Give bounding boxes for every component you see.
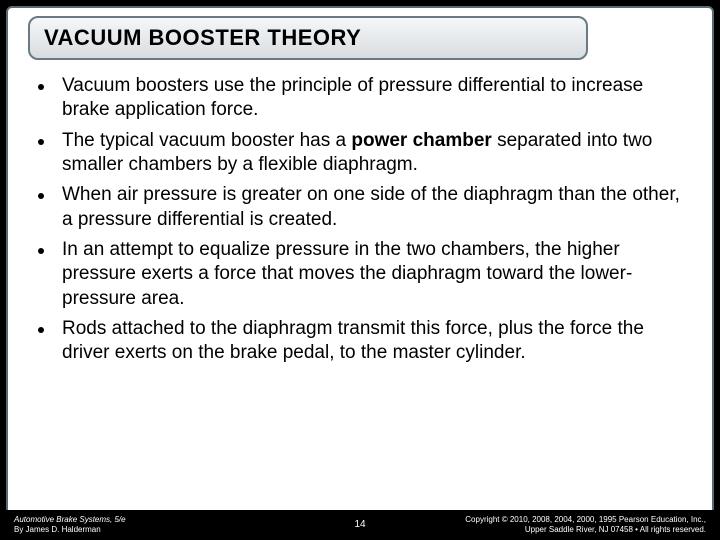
bullet-icon <box>38 248 44 254</box>
content-area: Vacuum boosters use the principle of pre… <box>38 74 688 492</box>
bullet-item: The typical vacuum booster has a power c… <box>38 129 688 178</box>
slide-title: VACUUM BOOSTER THEORY <box>44 25 361 51</box>
bullet-icon <box>38 84 44 90</box>
page-number: 14 <box>354 519 365 531</box>
bullet-item: Vacuum boosters use the principle of pre… <box>38 74 688 123</box>
footer-left: Automotive Brake Systems, 5/e By James D… <box>0 515 220 534</box>
bullet-text: The typical vacuum booster has a power c… <box>62 129 688 178</box>
bullet-icon <box>38 193 44 199</box>
footer-copyright: Copyright © 2010, 2008, 2004, 2000, 1995… <box>465 515 706 525</box>
footer-book-title: Automotive Brake Systems, 5/e <box>14 515 220 525</box>
footer-rights: Upper Saddle River, NJ 07458 • All right… <box>465 525 706 535</box>
bullet-text: In an attempt to equalize pressure in th… <box>62 238 688 311</box>
bullet-icon <box>38 327 44 333</box>
title-bar: VACUUM BOOSTER THEORY <box>28 16 588 60</box>
bullet-text: Rods attached to the diaphragm transmit … <box>62 317 688 366</box>
footer-bar: Automotive Brake Systems, 5/e By James D… <box>0 510 720 540</box>
bullet-icon <box>38 139 44 145</box>
bullet-item: Rods attached to the diaphragm transmit … <box>38 317 688 366</box>
slide-frame: VACUUM BOOSTER THEORY Vacuum boosters us… <box>6 6 714 534</box>
bullet-text: When air pressure is greater on one side… <box>62 183 688 232</box>
footer-right: Copyright © 2010, 2008, 2004, 2000, 1995… <box>465 515 706 534</box>
bullet-item: When air pressure is greater on one side… <box>38 183 688 232</box>
footer-author: By James D. Halderman <box>14 525 220 535</box>
bullet-text: Vacuum boosters use the principle of pre… <box>62 74 688 123</box>
bullet-item: In an attempt to equalize pressure in th… <box>38 238 688 311</box>
